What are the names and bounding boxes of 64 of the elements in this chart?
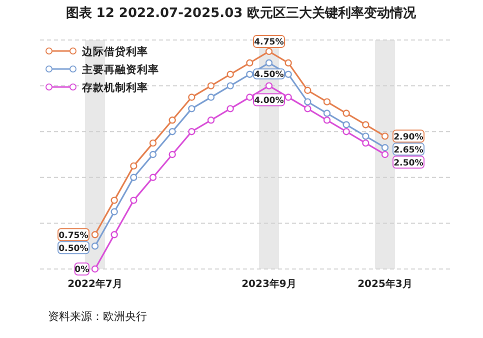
- point: [168, 128, 176, 136]
- point: [188, 128, 196, 136]
- point: [304, 98, 312, 106]
- point: [284, 70, 292, 78]
- data-label: 2.65%: [394, 145, 424, 156]
- data-label: 4.75%: [254, 38, 284, 48]
- point: [207, 116, 215, 124]
- chart-title: 图表 12 2022.07-2025.03 欧元区三大关键利率变动情况: [66, 5, 418, 21]
- point: [362, 121, 370, 128]
- point: [362, 132, 370, 140]
- point: [265, 59, 273, 66]
- point: [91, 231, 99, 238]
- x-tick-label: 2025年3月: [358, 278, 412, 290]
- data-label: 2.50%: [394, 158, 424, 168]
- point: [284, 94, 292, 101]
- data-label: 0.50%: [58, 244, 89, 254]
- point: [168, 150, 176, 158]
- text: 资料来源：欧洲央行: [48, 310, 147, 323]
- point: [188, 105, 196, 112]
- point: [110, 196, 118, 204]
- point: [323, 98, 331, 106]
- point: [207, 82, 215, 90]
- point: [362, 139, 370, 147]
- point: [381, 132, 389, 140]
- point: [130, 196, 138, 204]
- point: [284, 59, 292, 66]
- point: [381, 150, 389, 158]
- data-label: 4.00%: [254, 96, 284, 106]
- point: [265, 82, 273, 90]
- point: [149, 150, 157, 158]
- point: [226, 82, 234, 90]
- point: [381, 144, 389, 152]
- x-tick-label: 2022年7月: [68, 278, 122, 290]
- point: [304, 86, 312, 94]
- point: [226, 105, 234, 112]
- point: [304, 105, 312, 112]
- point: [110, 208, 118, 216]
- point: [91, 265, 99, 273]
- point: [110, 231, 118, 238]
- point: [342, 128, 350, 136]
- point: [342, 110, 350, 117]
- point: [323, 116, 331, 124]
- point: [265, 48, 273, 56]
- point: [323, 110, 331, 117]
- data-label: 2.90%: [394, 132, 424, 142]
- point: [207, 94, 215, 101]
- legend-label: 存款机制利率: [81, 81, 148, 94]
- point: [130, 162, 138, 170]
- point: [246, 70, 254, 78]
- point: [246, 94, 254, 101]
- data-label: 0.75%: [58, 230, 89, 241]
- point: [246, 59, 254, 66]
- point: [149, 139, 157, 147]
- data-label: 4.50%: [254, 70, 284, 80]
- x-tick-label: 2023年9月: [242, 278, 296, 290]
- point: [130, 174, 138, 181]
- point: [168, 116, 176, 124]
- legend-label: 边际借贷利率: [81, 45, 148, 58]
- point: [91, 242, 99, 250]
- point: [188, 94, 196, 101]
- point: [226, 70, 234, 78]
- point: [342, 121, 350, 128]
- point: [149, 174, 157, 181]
- legend-label: 主要再融资利率: [81, 63, 159, 76]
